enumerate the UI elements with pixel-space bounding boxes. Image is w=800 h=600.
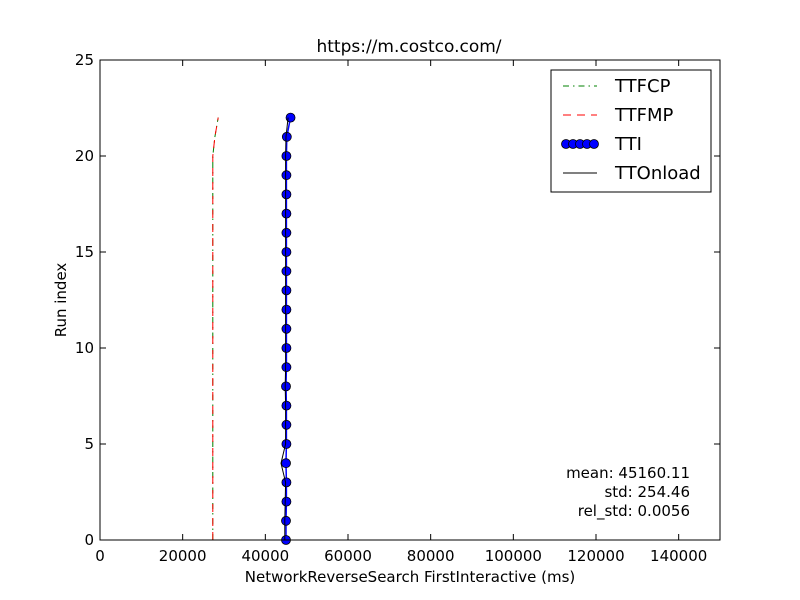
data-point-tti-15 xyxy=(281,247,292,257)
plot-frame xyxy=(99,59,721,541)
x-tick-label-1: 20000 xyxy=(159,547,207,565)
stats-std: std: 254.46 xyxy=(604,483,690,501)
data-point-tti-5 xyxy=(281,439,292,449)
data-point-tti-12 xyxy=(281,304,292,315)
data-point-tti-14 xyxy=(281,266,292,277)
y-tick-label-3: 15 xyxy=(75,243,94,261)
data-point-tti-3 xyxy=(281,477,292,488)
x-axis-label: NetworkReverseSearch FirstInteractive (m… xyxy=(245,568,576,586)
legend-label-ttfcp: TTFCP xyxy=(614,76,671,97)
data-point-tti-9 xyxy=(281,362,292,373)
y-tick-label-0: 0 xyxy=(84,531,94,549)
data-point-tti-19 xyxy=(281,170,292,181)
x-tick-label-4: 80000 xyxy=(407,547,455,565)
series-line-ttonload xyxy=(280,117,289,540)
x-tick-label-3: 60000 xyxy=(324,547,372,565)
x-tick-label-5: 100000 xyxy=(485,547,542,565)
legend-label-ttfmp: TTFMP xyxy=(614,105,674,126)
series-line-ttfmp xyxy=(212,117,219,540)
data-point-tti-7 xyxy=(281,400,292,411)
x-tick-label-0: 0 xyxy=(95,547,105,565)
data-point-tti-17 xyxy=(281,208,292,219)
x-tick-label-6: 120000 xyxy=(567,547,624,565)
legend-marker-4 xyxy=(589,139,599,149)
data-point-tti-18 xyxy=(281,189,292,200)
x-tick-label-7: 140000 xyxy=(650,547,707,565)
data-point-tti-10 xyxy=(281,343,292,353)
data-point-tti-4 xyxy=(281,458,291,469)
data-point-tti-1 xyxy=(281,515,291,526)
series-line-ttfcp xyxy=(212,117,219,540)
data-point-tti-8 xyxy=(281,381,291,392)
stats-rel-std: rel_std: 0.0056 xyxy=(578,502,690,521)
data-point-tti-11 xyxy=(281,323,292,334)
x-tick-label-2: 40000 xyxy=(241,547,289,565)
data-point-tti-6 xyxy=(281,419,292,430)
data-point-tti-16 xyxy=(281,227,292,238)
stats-annotation: mean: 45160.11 std: 254.46 rel_std: 0.00… xyxy=(566,464,690,521)
data-point-tti-2 xyxy=(281,496,292,507)
chart-title: https://m.costco.com/ xyxy=(316,37,501,57)
data-point-tti-20 xyxy=(281,151,292,161)
legend-label-ttonload: TTOnload xyxy=(614,163,701,184)
y-tick-label-5: 25 xyxy=(75,51,94,69)
legend-label-tti: TTI xyxy=(614,134,642,155)
y-tick-label-1: 5 xyxy=(84,435,94,453)
legend: TTFCP TTFMP TTI TTOnload xyxy=(550,69,712,193)
y-tick-label-4: 20 xyxy=(75,147,94,165)
y-tick-label-2: 10 xyxy=(75,339,94,357)
legend-box xyxy=(550,69,712,193)
data-point-tti-13 xyxy=(281,285,292,296)
y-axis-label: Run index xyxy=(52,263,70,338)
stats-mean: mean: 45160.11 xyxy=(566,464,690,482)
